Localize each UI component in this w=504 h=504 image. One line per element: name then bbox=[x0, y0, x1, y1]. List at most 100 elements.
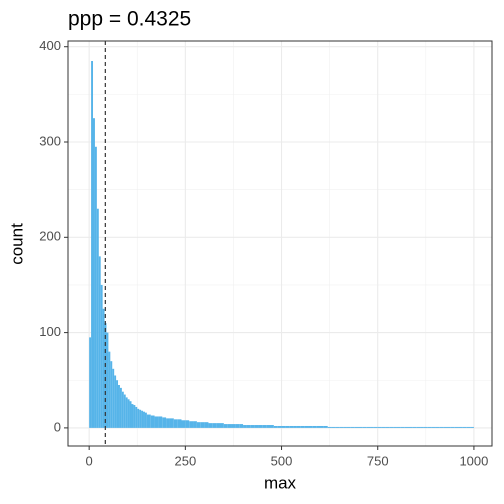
bar bbox=[350, 426, 355, 428]
bar bbox=[91, 61, 94, 428]
bar bbox=[216, 423, 220, 428]
bar bbox=[137, 408, 140, 428]
bar bbox=[454, 426, 459, 428]
bar bbox=[158, 416, 163, 428]
bar bbox=[246, 425, 251, 428]
bar bbox=[141, 410, 144, 428]
bar bbox=[119, 387, 122, 428]
x-tick-label: 0 bbox=[86, 453, 93, 468]
bar bbox=[470, 426, 474, 428]
bar bbox=[121, 391, 124, 428]
bar bbox=[133, 405, 136, 428]
bar bbox=[189, 421, 194, 428]
bar bbox=[208, 423, 213, 428]
bar bbox=[227, 424, 232, 428]
bar bbox=[169, 418, 174, 428]
bar bbox=[196, 422, 201, 428]
bar bbox=[420, 426, 424, 428]
bar bbox=[366, 426, 371, 428]
bar bbox=[177, 419, 182, 428]
bar bbox=[439, 426, 444, 428]
bar bbox=[143, 411, 145, 428]
bar bbox=[112, 368, 115, 428]
bar bbox=[396, 426, 401, 428]
bar bbox=[466, 426, 471, 428]
y-tick-label: 200 bbox=[39, 229, 61, 244]
bar bbox=[135, 406, 138, 428]
bar bbox=[335, 426, 340, 428]
bar bbox=[339, 426, 344, 428]
bar bbox=[446, 426, 451, 428]
bar bbox=[166, 418, 170, 428]
bar bbox=[423, 426, 428, 428]
x-tick-label: 500 bbox=[271, 453, 293, 468]
bar bbox=[173, 419, 178, 428]
bar bbox=[462, 426, 467, 428]
bar bbox=[98, 256, 101, 428]
bar bbox=[139, 409, 142, 428]
y-tick-label: 100 bbox=[39, 324, 61, 339]
bar bbox=[316, 425, 321, 428]
bar bbox=[358, 426, 363, 428]
bar bbox=[231, 424, 236, 428]
y-axis-title: count bbox=[7, 223, 26, 265]
bar bbox=[296, 425, 301, 428]
bar bbox=[118, 385, 120, 428]
x-tick-label: 1000 bbox=[459, 453, 488, 468]
bar bbox=[458, 426, 463, 428]
bar bbox=[162, 417, 167, 428]
y-tick-label: 400 bbox=[39, 38, 61, 53]
bar bbox=[343, 426, 347, 428]
bar bbox=[212, 423, 217, 428]
bar bbox=[331, 426, 336, 428]
bar bbox=[304, 425, 309, 428]
bar bbox=[254, 425, 259, 428]
bar bbox=[127, 399, 130, 428]
bar bbox=[89, 337, 92, 428]
bar bbox=[354, 426, 359, 428]
bar bbox=[327, 426, 332, 428]
bar bbox=[235, 424, 240, 428]
x-tick-label: 750 bbox=[367, 453, 389, 468]
bar bbox=[450, 426, 455, 428]
bar bbox=[193, 421, 197, 428]
bar bbox=[110, 361, 113, 428]
bar bbox=[308, 425, 313, 428]
bar bbox=[104, 323, 107, 428]
bar bbox=[346, 426, 351, 428]
bar bbox=[412, 426, 417, 428]
bar bbox=[219, 423, 224, 428]
panel-border bbox=[67, 40, 493, 447]
bar bbox=[262, 425, 267, 428]
bar bbox=[144, 412, 147, 428]
bar bbox=[108, 351, 111, 428]
bar bbox=[389, 426, 394, 428]
bar bbox=[281, 425, 286, 428]
bar bbox=[116, 380, 119, 428]
bar bbox=[393, 426, 397, 428]
bar bbox=[123, 394, 126, 428]
bar bbox=[250, 425, 255, 428]
bar bbox=[125, 397, 128, 428]
bar bbox=[289, 425, 294, 428]
bar bbox=[100, 284, 103, 428]
bar bbox=[385, 426, 390, 428]
bar bbox=[258, 425, 263, 428]
bar bbox=[131, 404, 134, 428]
bar bbox=[427, 426, 432, 428]
bar bbox=[373, 426, 378, 428]
bar bbox=[362, 426, 367, 428]
bar bbox=[273, 425, 278, 428]
bar bbox=[431, 426, 436, 428]
x-tick-label: 250 bbox=[174, 453, 196, 468]
bar bbox=[129, 401, 132, 428]
bar bbox=[200, 422, 205, 428]
bar bbox=[404, 426, 409, 428]
bar bbox=[185, 420, 190, 428]
bar bbox=[96, 208, 99, 428]
bar bbox=[93, 118, 95, 428]
bar bbox=[435, 426, 440, 428]
bar bbox=[204, 422, 209, 428]
bar bbox=[400, 426, 405, 428]
